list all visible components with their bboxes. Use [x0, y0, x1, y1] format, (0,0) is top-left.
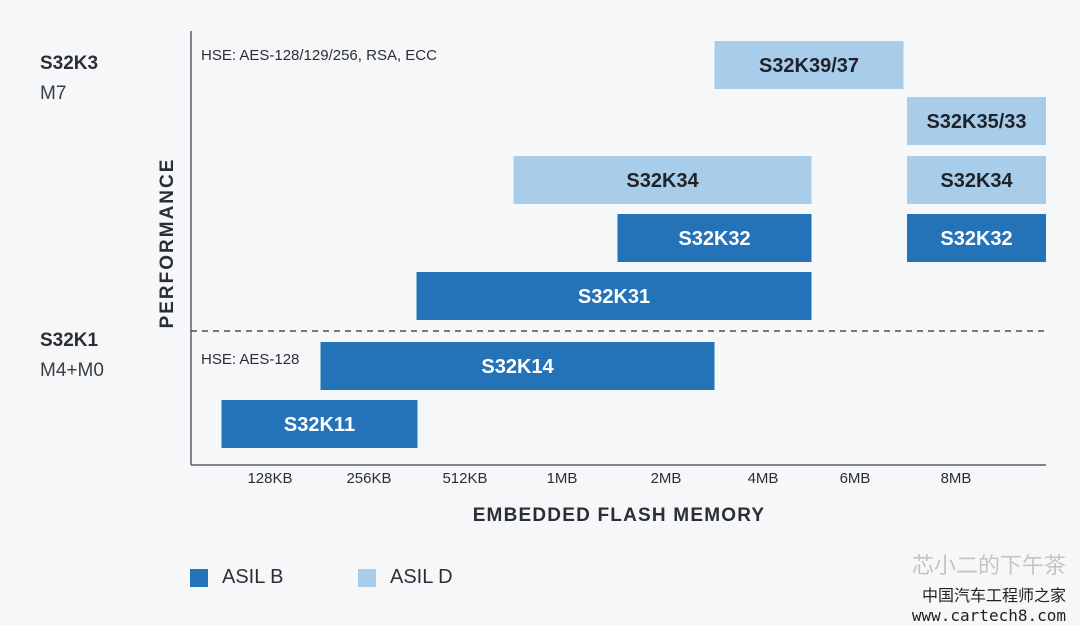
bar-s32k32 [617, 214, 812, 262]
family-label-s32k1: S32K1 M4+M0 [40, 329, 104, 383]
x-tick-label: 128KB [247, 470, 292, 487]
family-name: S32K1 [40, 330, 99, 351]
plot-area: HSE: AES-128/129/256, RSA, ECC HSE: AES-… [190, 31, 1046, 487]
watermark: 芯小二的下午茶 中国汽车工程师之家 www.cartech8.com [912, 548, 1066, 625]
x-tick-label: 256KB [346, 470, 391, 487]
bar-label: S32K31 [578, 286, 650, 308]
hse-note-s32k3: HSE: AES-128/129/256, RSA, ECC [201, 47, 437, 64]
bar-s32k32 [907, 214, 1046, 262]
bar-label: S32K34 [940, 170, 1013, 192]
x-tick-label: 6MB [840, 470, 871, 487]
legend-label: ASIL D [390, 566, 453, 588]
bar-group: S32K39/37 S32K35/33 S32K34 S32K34 S32K32 S32K… [221, 41, 1046, 448]
bar-label: S32K11 [284, 414, 355, 436]
bar-s32k31 [416, 272, 812, 320]
bar-label: S32K32 [940, 228, 1012, 250]
x-tick-label: 4MB [748, 470, 779, 487]
chart-canvas: S32K3 M7 S32K1 M4+M0 PERFORMANCE HSE: AE… [40, 31, 1066, 625]
watermark-site-name: 中国汽车工程师之家 [921, 588, 1066, 605]
x-axis-label: EMBEDDED FLASH MEMORY [472, 505, 766, 526]
x-tick-label: 1MB [547, 470, 578, 487]
bar-label: S32K34 [626, 170, 699, 192]
bar-label: S32K14 [481, 356, 554, 378]
bar-label: S32K32 [678, 228, 750, 250]
bar-s32k39-37 [714, 41, 904, 89]
hse-note-s32k1: HSE: AES-128 [201, 351, 299, 368]
legend-item-asil-b: ASIL B [190, 566, 284, 589]
x-tick-labels: 128KB 256KB 512KB 1MB 2MB 4MB 6MB 8MB [247, 470, 971, 487]
bar-label: S32K39/37 [759, 55, 859, 77]
x-tick-label: 8MB [941, 470, 972, 487]
family-label-s32k3: S32K3 M7 [40, 52, 98, 106]
bar-s32k35-33 [907, 97, 1046, 145]
bar-s32k34 [907, 156, 1046, 204]
bar-s32k14 [320, 342, 715, 390]
bar-s32k11 [221, 400, 418, 448]
legend-swatch [190, 568, 208, 587]
x-tick-label: 2MB [651, 470, 682, 487]
bar-label: S32K35/33 [926, 111, 1026, 133]
legend-swatch [358, 568, 376, 587]
legend-item-asil-d: ASIL D [358, 566, 453, 589]
legend-label: ASIL B [222, 566, 284, 588]
x-tick-label: 512KB [442, 470, 487, 487]
family-core: M4+M0 [40, 360, 104, 381]
watermark-channel-name: 芯小二的下午茶 [911, 553, 1066, 578]
family-core: M7 [40, 83, 67, 104]
family-name: S32K3 [40, 53, 99, 74]
bar-s32k34 [513, 156, 812, 204]
